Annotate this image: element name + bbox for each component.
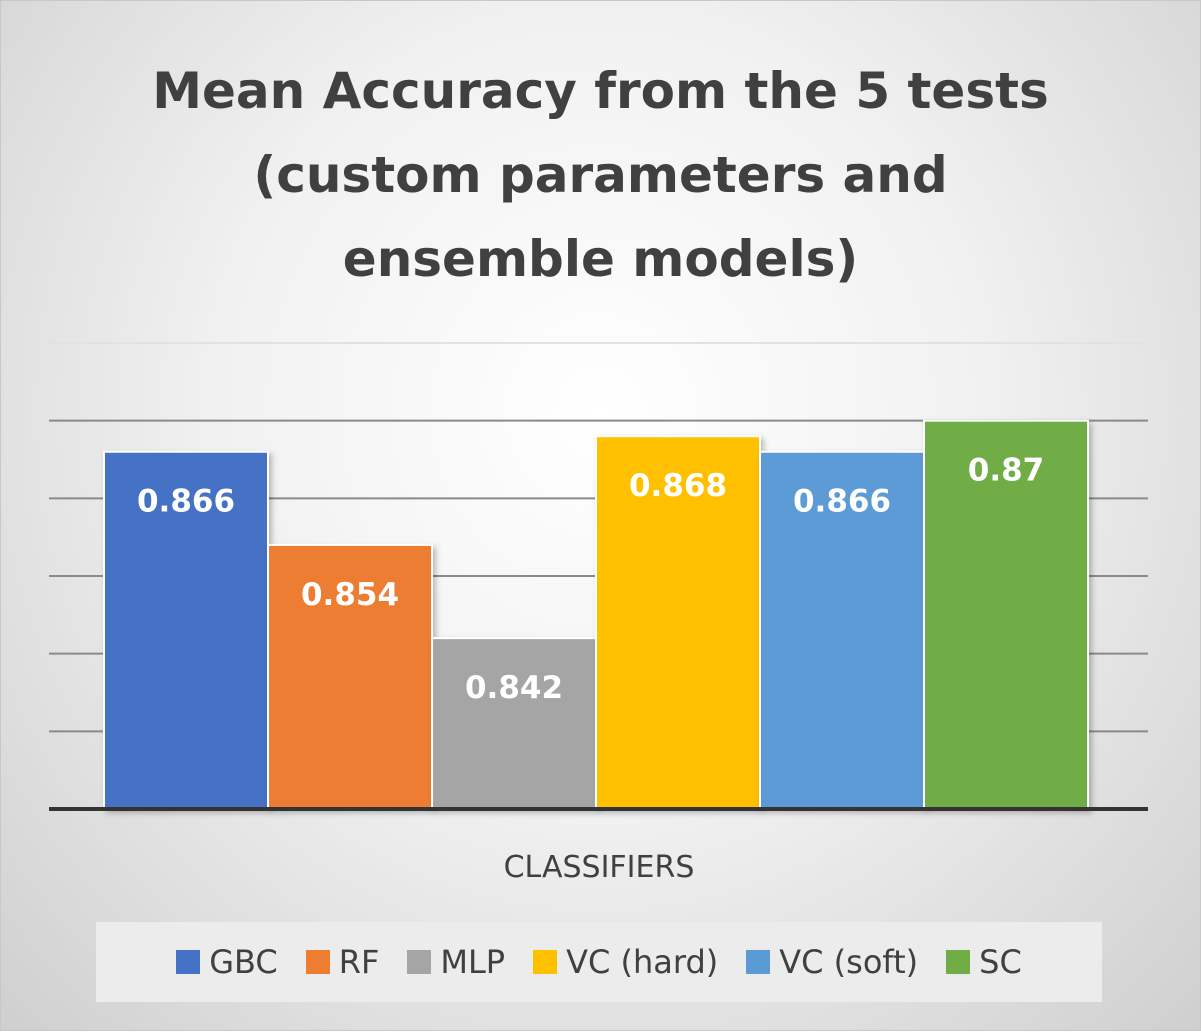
legend-item: VC (hard) <box>533 943 718 981</box>
legend-label: GBC <box>209 943 278 981</box>
legend-item: VC (soft) <box>746 943 918 981</box>
x-axis-title: CLASSIFIERS <box>504 850 695 885</box>
legend-item: RF <box>305 943 380 981</box>
legend-swatch <box>305 950 330 974</box>
legend-swatch <box>407 950 432 974</box>
legend-item: SC <box>946 943 1022 981</box>
legend: GBC RF MLP VC (hard) VC (soft) SC <box>96 922 1102 1002</box>
bar-vc-soft <box>759 450 925 810</box>
chart-title: Mean Accuracy from the 5 tests (custom p… <box>1 49 1200 301</box>
data-label: 0.87 <box>968 453 1045 489</box>
data-labels: 0.866 0.854 0.842 0.868 0.866 0.87 <box>137 453 1044 706</box>
legend-label: MLP <box>440 943 506 981</box>
legend-label: SC <box>979 943 1022 981</box>
legend-swatch <box>176 950 201 974</box>
legend-item: MLP <box>407 943 505 981</box>
chart-title-line-1: Mean Accuracy from the 5 tests <box>152 62 1049 120</box>
bar-gbc <box>103 450 269 810</box>
chart-title-line-3: ensemble models) <box>342 230 859 288</box>
legend-label: RF <box>338 943 380 981</box>
legend-swatch <box>746 950 771 974</box>
bars <box>103 419 1089 811</box>
data-label: 0.866 <box>793 484 891 520</box>
data-label: 0.868 <box>629 468 727 504</box>
bar-vc-hard <box>595 435 761 810</box>
bar-sc <box>923 419 1089 810</box>
legend-swatch <box>946 950 971 974</box>
data-label: 0.842 <box>465 670 563 706</box>
chart-title-line-2: (custom parameters and <box>253 146 948 204</box>
data-label: 0.866 <box>137 484 235 520</box>
bar-mlp <box>431 637 597 811</box>
legend-label: VC (soft) <box>779 943 919 981</box>
legend-label: VC (hard) <box>566 943 719 981</box>
legend-item: GBC <box>176 943 278 981</box>
data-label: 0.854 <box>301 577 399 613</box>
legend-swatch <box>533 950 558 974</box>
